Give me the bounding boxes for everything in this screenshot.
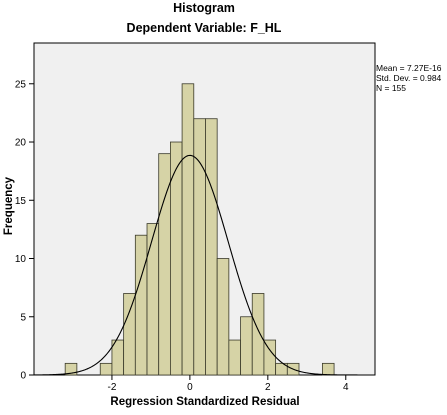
histogram-bar [240, 316, 253, 376]
x-tick-label: 4 [343, 382, 349, 393]
histogram-bar [123, 293, 136, 376]
chart-subtitle: Dependent Variable: F_HL [126, 21, 282, 35]
y-tick-label: 20 [15, 138, 27, 149]
y-tick-label: 10 [15, 254, 27, 265]
histogram-bar [205, 118, 218, 376]
stats-sd: Std. Dev. = 0.984 [376, 73, 442, 83]
histogram-bar [228, 339, 241, 376]
histogram-bar [134, 234, 148, 376]
chart-title: Histogram [173, 1, 235, 15]
normal-curve [34, 154, 375, 376]
histogram-bar [321, 362, 335, 376]
y-tick-label: 25 [15, 79, 27, 90]
x-tick-label: -2 [107, 382, 116, 393]
x-axis-label: Regression Standardized Residual [110, 396, 300, 408]
histogram-bar [146, 223, 160, 376]
y-tick-label: 5 [20, 312, 26, 323]
histogram-bar [263, 339, 277, 376]
y-tick-label: 0 [20, 371, 26, 382]
histogram-bar [64, 362, 78, 376]
histogram-bar [181, 83, 195, 376]
x-tick-label: 0 [187, 382, 193, 393]
stats-mean: Mean = 7.27E-16 [376, 63, 442, 73]
stats-n: N = 155 [376, 83, 407, 93]
y-axis-label: Frequency [3, 176, 15, 236]
y-tick-label: 15 [15, 196, 27, 207]
histogram-bar [99, 362, 113, 376]
histogram-bar [251, 293, 265, 376]
stats-box: Mean = 7.27E-16 Std. Dev. = 0.984 N = 15… [376, 63, 441, 93]
x-tick-label: 2 [265, 382, 271, 393]
histogram-bar [216, 258, 230, 376]
